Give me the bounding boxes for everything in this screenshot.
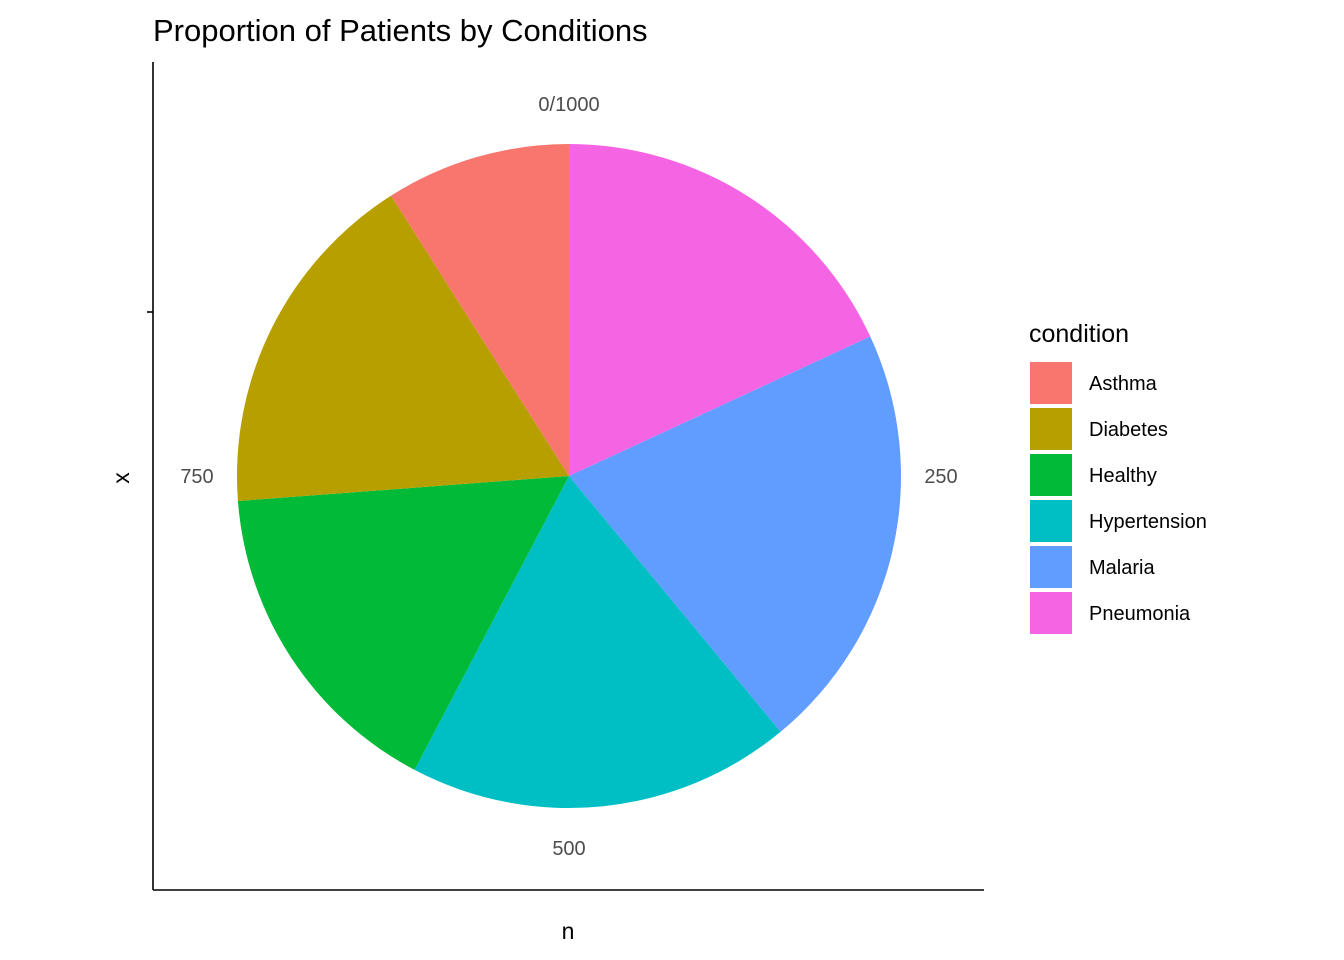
pie-slice-diabetes (237, 195, 570, 502)
legend-title: condition (1029, 320, 1129, 348)
legend-label-diabetes: Diabetes (1089, 419, 1168, 441)
x-axis-title: n (562, 918, 575, 944)
legend-swatch-hypertension (1030, 500, 1072, 542)
pie-slices (237, 144, 901, 808)
legend-swatch-pneumonia (1030, 592, 1072, 634)
legend-swatch-diabetes (1030, 408, 1072, 450)
pie-slice-healthy (237, 476, 570, 770)
y-axis-title: x (108, 472, 134, 484)
legend-label-hypertension: Hypertension (1089, 511, 1207, 533)
chart-title: Proportion of Patients by Conditions (153, 13, 648, 48)
angle-tick-label: 0/1000 (538, 94, 599, 116)
legend-label-malaria: Malaria (1089, 557, 1155, 579)
angle-tick-label: 500 (552, 838, 585, 860)
pie-slice-hypertension (414, 476, 781, 808)
pie-slice-asthma (391, 144, 569, 476)
pie-slice-malaria (569, 336, 901, 732)
legend-label-asthma: Asthma (1089, 373, 1158, 395)
legend-swatch-malaria (1030, 546, 1072, 588)
pie-slice-pneumonia (569, 144, 871, 476)
legend-label-healthy: Healthy (1089, 465, 1157, 487)
angle-tick-label: 250 (924, 466, 957, 488)
legend-items: Asthma Diabetes Healthy Hypertension Malaria… (1030, 362, 1207, 634)
legend-label-pneumonia: Pneumonia (1089, 603, 1191, 625)
legend-swatch-asthma (1030, 362, 1072, 404)
angle-tick-labels: 0/1000 250 500 750 (180, 94, 957, 860)
legend: condition Asthma Diabetes Healthy Hypertens… (1029, 320, 1207, 634)
legend-swatch-healthy (1030, 454, 1072, 496)
angle-tick-label: 750 (180, 466, 213, 488)
